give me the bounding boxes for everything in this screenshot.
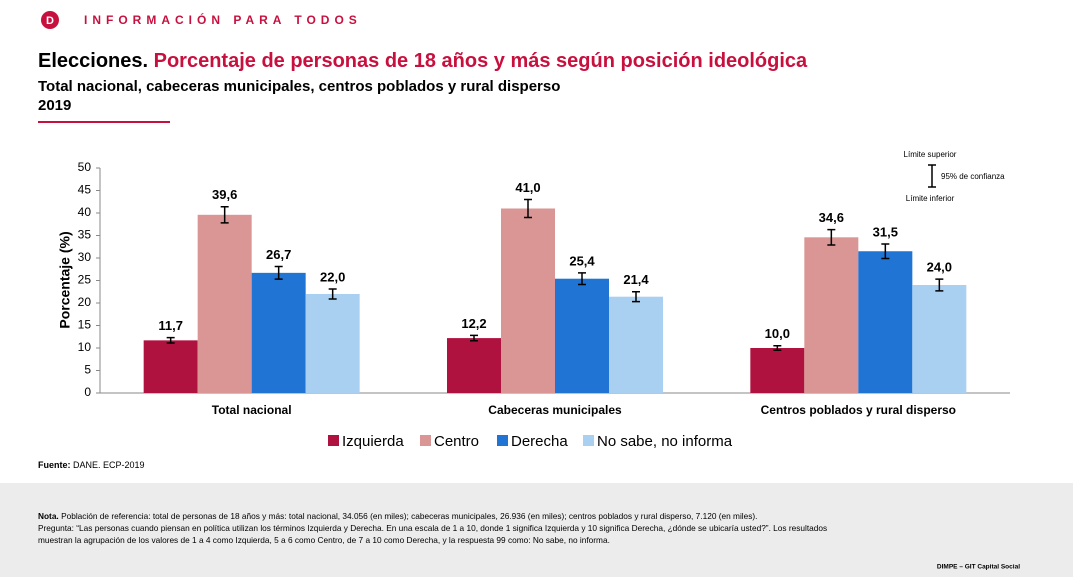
y-tick-label: 5 xyxy=(84,363,91,377)
title-lead: Elecciones. xyxy=(38,50,148,72)
value-label: 10,0 xyxy=(765,326,790,341)
bar xyxy=(501,208,555,393)
legend-label: Izquierda xyxy=(342,433,404,450)
y-tick-label: 0 xyxy=(84,385,91,399)
error-bar xyxy=(220,205,229,224)
note-text: Población de referencia: total de person… xyxy=(61,511,757,521)
value-label: 39,6 xyxy=(212,187,237,202)
value-label: 24,0 xyxy=(927,260,952,275)
y-tick-label: 10 xyxy=(78,340,92,354)
y-axis-label: Porcentaje (%) xyxy=(57,231,73,328)
bar xyxy=(251,272,306,393)
note-line: Nota. Población de referencia: total de … xyxy=(38,511,757,521)
x-tick-label: Total nacional xyxy=(212,403,292,417)
logo-letter: D xyxy=(46,15,54,27)
value-label: 12,2 xyxy=(461,316,486,331)
footer: DIMPE – GIT Capital Social xyxy=(937,564,1020,571)
error-bar xyxy=(773,345,782,351)
legend-label: Centro xyxy=(434,433,479,450)
ci-level: 95% de confianza xyxy=(941,172,1005,181)
legend-label: No sabe, no informa xyxy=(597,433,733,450)
bar xyxy=(858,251,913,393)
legend-swatch xyxy=(583,435,594,446)
error-bar xyxy=(881,243,890,260)
bar xyxy=(804,237,859,393)
value-label: 21,4 xyxy=(623,272,649,287)
error-bar xyxy=(827,228,836,246)
legend-swatch xyxy=(328,435,339,446)
y-tick-label: 15 xyxy=(78,318,92,332)
note-band xyxy=(0,483,1073,577)
error-bar xyxy=(935,278,944,292)
note-line: Pregunta: “Las personas cuando piensan e… xyxy=(38,523,827,533)
error-bar xyxy=(166,336,175,344)
year: 2019 xyxy=(38,97,71,114)
legend-swatch xyxy=(497,435,508,446)
error-bar xyxy=(470,334,478,342)
note-label: Nota. xyxy=(38,511,59,521)
source-text: DANE. ECP-2019 xyxy=(73,460,145,470)
value-label: 26,7 xyxy=(266,247,291,262)
x-tick-label: Centros poblados y rural disperso xyxy=(761,403,956,417)
y-tick-label: 20 xyxy=(78,295,92,309)
logo xyxy=(41,11,59,29)
value-label: 34,6 xyxy=(819,210,844,225)
error-bar xyxy=(328,288,337,300)
error-bar xyxy=(578,272,586,286)
legend-swatch xyxy=(420,435,431,446)
bar xyxy=(555,278,609,393)
x-tick-label: Cabeceras municipales xyxy=(488,403,622,417)
bar xyxy=(143,340,198,393)
y-tick-label: 30 xyxy=(78,250,92,264)
y-tick-label: 25 xyxy=(78,273,92,287)
value-label: 31,5 xyxy=(873,224,898,239)
bar xyxy=(609,296,663,393)
value-label: 11,7 xyxy=(158,318,183,333)
value-label: 41,0 xyxy=(515,180,540,195)
note-line: muestran la agrupación de los valores de… xyxy=(38,535,610,545)
bar xyxy=(447,338,501,393)
bar xyxy=(305,294,360,393)
ci-lower: Límite inferior xyxy=(906,194,955,203)
y-tick-label: 35 xyxy=(78,228,92,242)
value-label: 22,0 xyxy=(320,269,345,284)
bar xyxy=(750,348,805,393)
header: INFORMACIÓN PARA TODOS xyxy=(84,12,362,27)
error-bar xyxy=(632,291,640,303)
source-label: Fuente: xyxy=(38,460,71,470)
error-bar xyxy=(524,198,532,219)
subtitle: Total nacional, cabeceras municipales, c… xyxy=(38,78,560,95)
title-main: Porcentaje de personas de 18 años y más … xyxy=(154,50,808,72)
bar xyxy=(912,285,967,393)
y-tick-label: 50 xyxy=(78,160,92,174)
error-bar xyxy=(274,265,283,280)
y-tick-label: 45 xyxy=(78,183,92,197)
y-tick-label: 40 xyxy=(78,205,92,219)
legend-label: Derecha xyxy=(511,433,568,450)
ci-upper: Límite superior xyxy=(904,150,957,159)
bar xyxy=(197,214,252,393)
value-label: 25,4 xyxy=(569,253,595,268)
source: Fuente: DANE. ECP-2019 xyxy=(38,460,145,470)
title: Elecciones. Porcentaje de personas de 18… xyxy=(38,50,808,72)
